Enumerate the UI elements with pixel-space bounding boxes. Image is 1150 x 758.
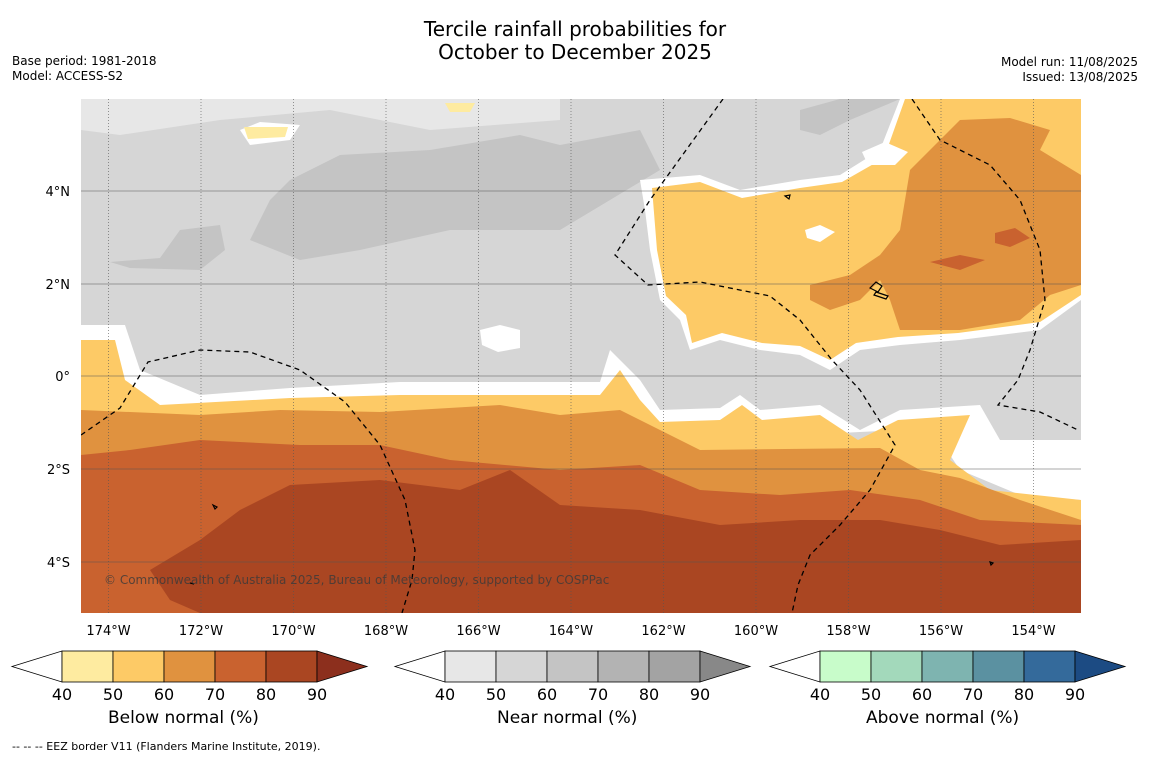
colorbar-tick-label: 50 — [861, 685, 881, 704]
near-normal-dark-patch-3 — [800, 99, 900, 135]
map-plot: © Commonwealth of Australia 2025, Bureau… — [81, 99, 1081, 613]
yellow-blob-2 — [445, 103, 475, 112]
lat-label: 4°S — [47, 556, 70, 571]
below-80-90-south — [150, 470, 1081, 613]
colorbar-tick-label: 90 — [307, 685, 327, 704]
lat-label: 4°N — [46, 185, 71, 200]
lon-axis-labels: 174°W 172°W 170°W 168°W 166°W 164°W 162°… — [86, 624, 1055, 639]
grid-lines — [81, 99, 1081, 613]
colorbar-segment — [495, 650, 548, 683]
base-period: Base period: 1981-2018 — [12, 54, 157, 68]
colorbar-segment — [546, 650, 599, 683]
copyright-text: © Commonwealth of Australia 2025, Bureau… — [104, 573, 609, 587]
colorbar-tick-label: 70 — [588, 685, 608, 704]
colorbar-segment — [214, 650, 267, 683]
white-blob-2 — [862, 142, 908, 165]
colorbar-tick-label: 40 — [810, 685, 830, 704]
near-normal-dark-patch-2 — [110, 225, 225, 270]
eez-borders — [81, 99, 1079, 613]
colorbar-tick-label: 60 — [912, 685, 932, 704]
lat-axis-labels: 4°N 2°N 0° 2°S 4°S — [46, 185, 71, 571]
yellow-blob-1 — [244, 127, 288, 139]
below-60-70-ne — [810, 118, 1081, 330]
colorbar-near: 40 50 60 70 80 90 — [393, 650, 752, 704]
colorbar-tick-label: 80 — [1014, 685, 1034, 704]
colorbars: 40 50 60 70 80 90 40 50 60 70 80 90 40 50 60 70 80 90 — [10, 650, 1127, 704]
title-line-2: October to December 2025 — [438, 40, 712, 64]
colorbar-tick-label: 90 — [1065, 685, 1085, 704]
colorbar-segment — [61, 650, 114, 683]
below-70-80-patch-1 — [995, 228, 1030, 247]
colorbar-tick-label: 50 — [103, 685, 123, 704]
lon-label: 156°W — [919, 624, 963, 639]
colorbar-tick-label: 70 — [205, 685, 225, 704]
colorbar-tick-label: 90 — [690, 685, 710, 704]
colorbar-tick-label: 50 — [486, 685, 506, 704]
colorbar-segment — [444, 650, 497, 683]
colorbar-tick-label: 80 — [256, 685, 276, 704]
colorbar-label-below: Below normal (%) — [108, 708, 259, 728]
white-blob-3 — [805, 225, 835, 242]
colorbar-above: 40 50 60 70 80 90 — [768, 650, 1127, 704]
eez-footer-note: -- -- -- EEZ border V11 (Flanders Marine… — [12, 740, 321, 753]
colorbar-high-arrow — [1074, 650, 1127, 683]
lon-label: 166°W — [456, 624, 500, 639]
colorbar-segment — [1023, 650, 1076, 683]
colorbar-tick-label: 40 — [52, 685, 72, 704]
model-run: Model run: 11/08/2025 — [1000, 55, 1138, 69]
issued-date: Issued: 13/08/2025 — [1022, 70, 1138, 84]
colorbar-segment — [870, 650, 923, 683]
colorbar-tick-label: 60 — [537, 685, 557, 704]
colorbar-high-arrow — [699, 650, 752, 683]
colorbar-label-above: Above normal (%) — [866, 708, 1020, 728]
colorbar-segment — [921, 650, 974, 683]
colorbar-segment — [597, 650, 650, 683]
colorbar-label-near: Near normal (%) — [497, 708, 638, 728]
below-70-80-patch-2 — [930, 255, 985, 270]
colorbar-tick-label: 60 — [154, 685, 174, 704]
colorbar-segment — [112, 650, 165, 683]
colorbar-segment — [972, 650, 1025, 683]
lat-label: 2°S — [47, 463, 70, 478]
colorbar-tick-label: 70 — [963, 685, 983, 704]
meta-right: Model run: 11/08/2025 Issued: 13/08/2025 — [1001, 55, 1138, 85]
lat-label: 0° — [55, 370, 70, 385]
lon-label: 154°W — [1011, 624, 1055, 639]
lat-label: 2°N — [46, 278, 71, 293]
colorbar-below: 40 50 60 70 80 90 — [10, 650, 369, 704]
white-blob-1 — [480, 325, 520, 352]
meta-left: Base period: 1981-2018 Model: ACCESS-S2 — [12, 54, 157, 84]
colorbar-low-arrow — [768, 650, 821, 683]
colorbar-segment — [648, 650, 701, 683]
lon-label: 170°W — [271, 624, 315, 639]
colorbar-low-arrow — [393, 650, 446, 683]
lon-label: 168°W — [364, 624, 408, 639]
lon-label: 174°W — [86, 624, 130, 639]
lon-label: 172°W — [179, 624, 223, 639]
colorbar-segment — [163, 650, 216, 683]
near-normal-dark-patch-1 — [250, 130, 660, 260]
colorbar-tick-label: 80 — [639, 685, 659, 704]
map-title: Tercile rainfall probabilities for Octob… — [0, 18, 1150, 64]
colorbar-low-arrow — [10, 650, 63, 683]
title-line-1: Tercile rainfall probabilities for — [423, 17, 727, 41]
model-name: Model: ACCESS-S2 — [12, 69, 124, 83]
colorbar-segment — [819, 650, 872, 683]
lon-label: 158°W — [826, 624, 870, 639]
lon-label: 160°W — [734, 624, 778, 639]
lon-label: 162°W — [641, 624, 685, 639]
colorbar-high-arrow — [316, 650, 369, 683]
colorbar-segment — [265, 650, 318, 683]
lon-label: 164°W — [549, 624, 593, 639]
islands — [189, 194, 995, 585]
colorbar-tick-label: 40 — [435, 685, 455, 704]
